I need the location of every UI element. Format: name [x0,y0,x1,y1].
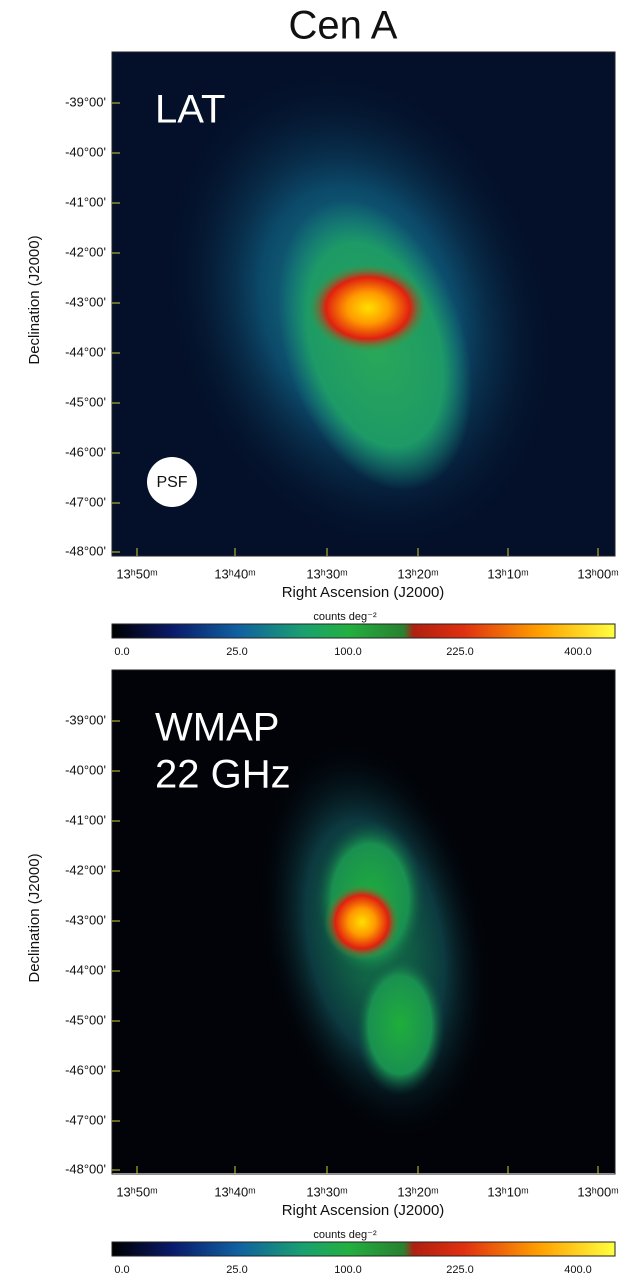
colorbar-tick-label: 0.0 [114,646,129,658]
colorbar-tick-label: 400.0 [564,646,592,658]
y-tick-label: -48°00' [65,1161,106,1176]
colorbar-tick-label: 225.0 [446,1264,474,1276]
x-tick-label: 13ʰ50ᵐ [116,1184,157,1199]
lat-panel: PSF LAT -39°00' -40°00' -41°00' -42°00' -43°0… [26,51,619,658]
x-tick-label: 13ʰ00ᵐ [577,566,618,581]
colorbar [111,1241,616,1257]
panel-label: 22 GHz [155,753,291,797]
x-tick-label: 13ʰ10ᵐ [487,1184,528,1199]
colorbar-tick-label: 100.0 [334,646,362,658]
figure-title: Cen A [289,4,398,48]
y-tick-label: -40°00' [65,762,106,777]
y-tick-label: -39°00' [65,712,106,727]
colorbar-tick-label: 25.0 [226,1264,247,1276]
y-tick-label: -44°00' [65,962,106,977]
y-tick-label: -41°00' [65,194,106,209]
colorbar-label: counts deg⁻² [313,1229,377,1241]
x-tick-label: 13ʰ30ᵐ [306,1184,347,1199]
colorbar [111,623,616,639]
core-emission [308,264,428,352]
y-tick-label: -47°00' [65,1112,106,1127]
y-tick-label: -42°00' [65,244,106,259]
y-tick-label: -48°00' [65,543,106,558]
colorbar-tick-label: 0.0 [114,1264,129,1276]
y-tick-label: -45°00' [65,1012,106,1027]
x-tick-label: 13ʰ40ᵐ [214,566,255,581]
y-axis-label: Declination (J2000) [26,235,43,364]
panel-label: WMAP [155,706,279,750]
y-tick-label: -44°00' [65,344,106,359]
x-tick-label: 13ʰ30ᵐ [306,566,347,581]
y-tick-label: -40°00' [65,144,106,159]
x-axis-label: Right Ascension (J2000) [282,1202,445,1219]
psf-label: PSF [156,474,187,491]
y-tick-label: -46°00' [65,444,106,459]
colorbar-tick-label: 400.0 [564,1264,592,1276]
x-tick-label: 13ʰ20ᵐ [397,566,438,581]
panel-label: LAT [155,88,225,132]
y-tick-label: -45°00' [65,394,106,409]
lobe-emission [355,955,445,1095]
x-tick-label: 13ʰ10ᵐ [487,566,528,581]
colorbar-tick-label: 225.0 [446,646,474,658]
colorbar-label: counts deg⁻² [313,611,377,623]
y-tick-label: -43°00' [65,294,106,309]
core-emission [324,884,400,960]
y-tick-label: -41°00' [65,812,106,827]
plot-frame [111,669,616,1175]
y-tick-label: -42°00' [65,862,106,877]
colorbar-tick-label: 25.0 [226,646,247,658]
x-tick-label: 13ʰ40ᵐ [214,1184,255,1199]
y-tick-label: -39°00' [65,94,106,109]
psf-circle [147,457,197,507]
y-axis-label: Declination (J2000) [26,853,43,982]
plot-frame [111,51,616,557]
y-tick-label: -46°00' [65,1062,106,1077]
y-tick-label: -43°00' [65,912,106,927]
colorbar-tick-label: 100.0 [334,1264,362,1276]
y-tick-label: -47°00' [65,494,106,509]
x-tick-label: 13ʰ20ᵐ [397,1184,438,1199]
x-tick-label: 13ʰ00ᵐ [577,1184,618,1199]
x-tick-label: 13ʰ50ᵐ [116,566,157,581]
x-axis-label: Right Ascension (J2000) [282,584,445,601]
